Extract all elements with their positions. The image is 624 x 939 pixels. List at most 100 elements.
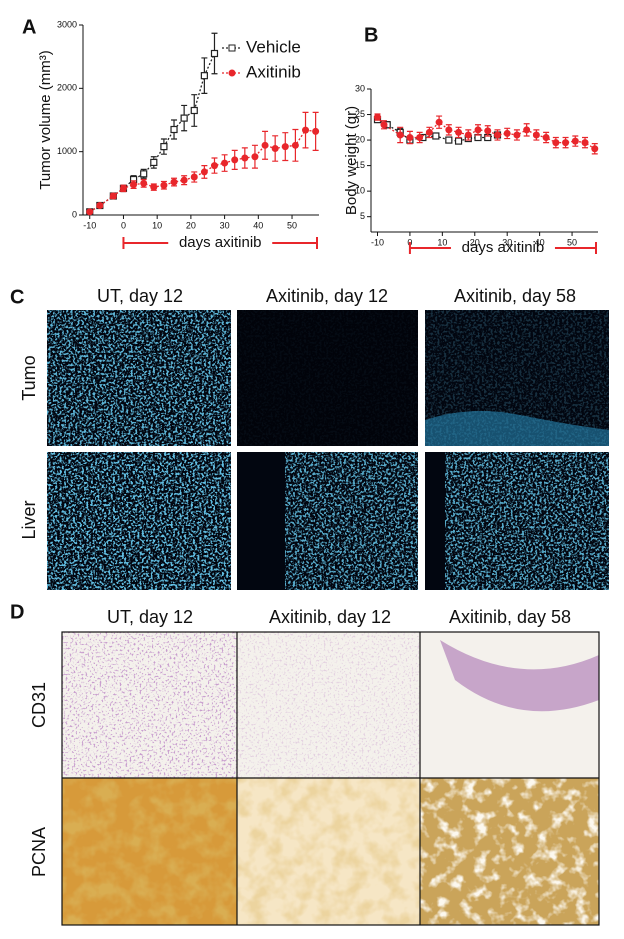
- image-texture: [445, 452, 609, 590]
- point: [406, 134, 414, 142]
- row-label: Liver: [19, 500, 39, 539]
- row-label: Tumo: [19, 355, 39, 400]
- point: [251, 153, 259, 161]
- point: [130, 181, 138, 189]
- point: [190, 173, 198, 181]
- image-texture: [285, 452, 418, 590]
- point: [150, 158, 158, 167]
- point: [454, 137, 463, 145]
- point: [109, 192, 117, 200]
- image-texture: [62, 632, 237, 778]
- column-header: Axitinib, day 12: [266, 286, 388, 306]
- point: [140, 170, 148, 178]
- legend-marker: [228, 69, 236, 77]
- x-tick-label: 20: [470, 237, 480, 247]
- point: [160, 143, 168, 151]
- point: [432, 132, 440, 140]
- point: [170, 125, 178, 134]
- y-tick-label: 2000: [57, 83, 77, 93]
- point: [281, 143, 289, 151]
- x-tick-label: 30: [502, 237, 512, 247]
- annotation: days axitinib: [462, 239, 545, 256]
- point: [445, 126, 453, 134]
- y-tick-label: 25: [355, 109, 365, 119]
- y-tick-label: 0: [72, 209, 77, 219]
- x-tick-label: 10: [437, 237, 447, 247]
- x-tick-label: 40: [253, 220, 263, 230]
- panel-letter: A: [22, 16, 36, 38]
- point: [190, 106, 198, 115]
- x-tick-label: 50: [567, 237, 577, 247]
- legend-label: Axitinib: [246, 62, 301, 81]
- point: [180, 114, 188, 122]
- point: [180, 176, 188, 184]
- x-tick-label: 40: [535, 237, 545, 247]
- image-texture: [237, 778, 420, 925]
- y-axis-title: Body weight (gr): [343, 106, 360, 215]
- point: [170, 178, 178, 186]
- point: [373, 113, 381, 121]
- point: [160, 181, 168, 189]
- point: [455, 128, 463, 136]
- image-texture: [47, 452, 231, 590]
- legend-label: Vehicle: [246, 37, 301, 56]
- column-header: UT, day 12: [97, 286, 183, 306]
- point: [552, 139, 560, 147]
- point: [210, 162, 218, 170]
- point: [271, 145, 279, 152]
- point: [425, 128, 433, 136]
- point: [562, 139, 570, 147]
- column-header: UT, day 12: [107, 607, 193, 627]
- fluorescence-images: [47, 310, 609, 590]
- row-label: CD31: [29, 682, 49, 728]
- image-texture: [237, 632, 420, 778]
- point: [571, 137, 579, 145]
- point: [210, 49, 219, 58]
- point: [464, 131, 472, 139]
- point: [140, 179, 148, 187]
- point: [291, 141, 299, 149]
- image-texture: [237, 310, 418, 446]
- point: [532, 131, 540, 139]
- point: [581, 139, 589, 147]
- point: [474, 126, 482, 134]
- y-tick-label: 10: [355, 186, 365, 196]
- point: [396, 131, 404, 139]
- x-tick-label: 0: [121, 220, 126, 230]
- point: [503, 129, 511, 137]
- row-label: PCNA: [29, 827, 49, 877]
- x-tick-label: 20: [186, 220, 196, 230]
- panel-letter: D: [10, 601, 24, 623]
- point: [513, 131, 521, 139]
- y-tick-label: 15: [355, 160, 365, 170]
- column-header: Axitinib, day 58: [449, 607, 571, 627]
- point: [312, 127, 320, 135]
- y-tick-label: 30: [355, 83, 365, 93]
- point: [542, 134, 550, 142]
- point: [493, 131, 501, 139]
- y-axis-title: Tumor volume (mm³): [37, 50, 54, 189]
- point: [150, 183, 158, 191]
- image-region: [440, 640, 599, 712]
- point: [231, 156, 239, 164]
- point: [484, 127, 492, 135]
- point: [591, 145, 599, 153]
- point: [435, 118, 443, 126]
- panel-letter: B: [364, 24, 378, 46]
- point: [302, 126, 310, 134]
- column-header: Axitinib, day 12: [269, 607, 391, 627]
- point: [86, 208, 94, 216]
- image-texture: [47, 310, 231, 446]
- point: [200, 168, 208, 176]
- image-region: [425, 411, 609, 446]
- point: [119, 184, 127, 192]
- annotation: days axitinib: [179, 234, 262, 251]
- legend-marker: [228, 44, 236, 52]
- point: [523, 126, 531, 134]
- panel-letter: C: [10, 286, 24, 308]
- column-header: Axitinib, day 58: [454, 286, 576, 306]
- point: [241, 154, 249, 162]
- point: [221, 159, 229, 167]
